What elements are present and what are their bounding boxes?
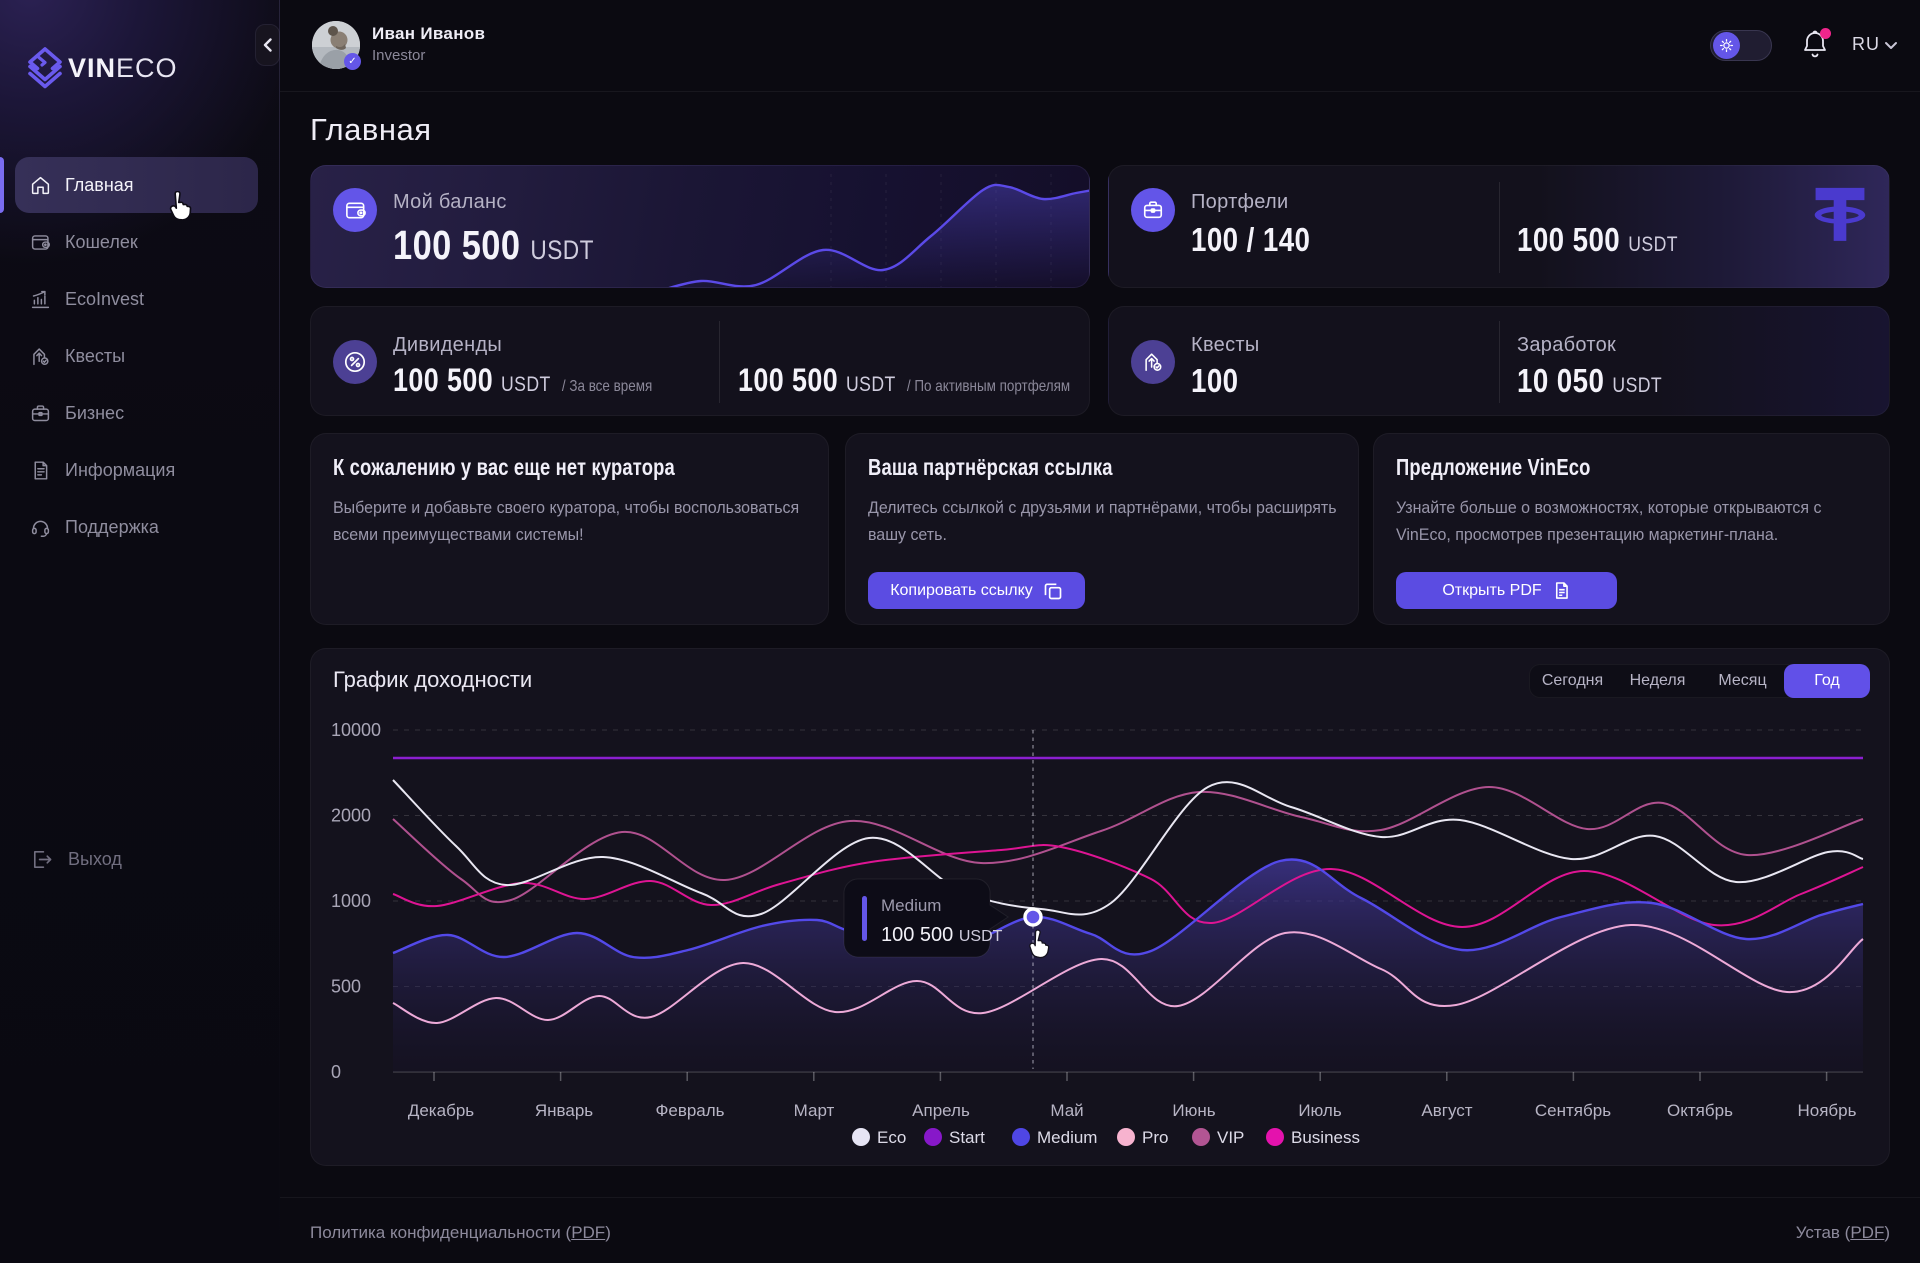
svg-text:Ноябрь: Ноябрь	[1798, 1101, 1857, 1120]
svg-text:Октябрь: Октябрь	[1667, 1101, 1733, 1120]
svg-text:Medium: Medium	[1037, 1128, 1097, 1147]
svg-text:0: 0	[331, 1062, 341, 1082]
svg-text:10000: 10000	[331, 720, 381, 740]
svg-text:Август: Август	[1421, 1101, 1472, 1120]
svg-text:Февраль: Февраль	[655, 1101, 724, 1120]
svg-text:Март: Март	[794, 1101, 835, 1120]
svg-text:Июль: Июль	[1298, 1101, 1342, 1120]
svg-text:Май: Май	[1050, 1101, 1083, 1120]
svg-text:Декабрь: Декабрь	[408, 1101, 474, 1120]
svg-text:Business: Business	[1291, 1128, 1360, 1147]
svg-text:1000: 1000	[331, 891, 371, 911]
svg-text:Pro: Pro	[1142, 1128, 1168, 1147]
svg-text:Сентябрь: Сентябрь	[1535, 1101, 1611, 1120]
svg-text:Medium: Medium	[881, 896, 941, 915]
svg-text:Eco: Eco	[877, 1128, 906, 1147]
svg-text:500: 500	[331, 977, 361, 997]
svg-text:Январь: Январь	[535, 1101, 593, 1120]
svg-text:Апрель: Апрель	[912, 1101, 970, 1120]
svg-text:Июнь: Июнь	[1172, 1101, 1215, 1120]
svg-text:2000: 2000	[331, 806, 371, 826]
svg-text:100 500 USDT: 100 500 USDT	[881, 924, 1003, 946]
svg-text:Start: Start	[949, 1128, 985, 1147]
svg-text:VIP: VIP	[1217, 1128, 1244, 1147]
